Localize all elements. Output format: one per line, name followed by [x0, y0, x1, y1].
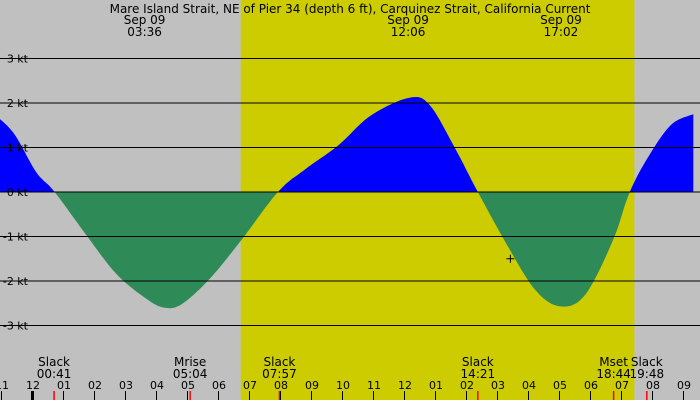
gridlines	[0, 58, 700, 326]
hour-tick-label: 11	[0, 379, 9, 392]
y-tick-label: -2 kt	[3, 275, 29, 288]
hour-tick-label: 06	[212, 379, 226, 392]
event-time-label: 19:48	[630, 367, 665, 381]
hour-tick-label: 07	[243, 379, 257, 392]
hour-tick-label: 09	[305, 379, 319, 392]
peak-date-label: Sep 09	[540, 13, 582, 27]
current-areas	[0, 97, 694, 309]
hour-tick-label: 09	[677, 379, 691, 392]
hour-tick-label: 01	[429, 379, 443, 392]
peak-time-label: 03:36	[127, 25, 162, 39]
peak-time-label: 17:02	[544, 25, 579, 39]
peak-date-label: Sep 09	[387, 13, 429, 27]
hour-tick-label: 03	[119, 379, 133, 392]
hour-tick-label: 07	[615, 379, 629, 392]
hour-tick-label: 12	[398, 379, 412, 392]
peak-date-label: Sep 09	[124, 13, 166, 27]
crosshair-cursor	[506, 254, 515, 263]
event-time-label: 05:04	[173, 367, 208, 381]
event-name-label: Mset	[599, 355, 628, 369]
y-tick-label: 3 kt	[7, 53, 29, 66]
event-time-label: 18:44	[596, 367, 631, 381]
hour-tick-label: 12	[26, 379, 40, 392]
flood-area-0	[0, 119, 55, 192]
flood-area-4	[629, 114, 694, 192]
event-name-label: Slack	[38, 355, 70, 369]
y-axis-ticks: 3 kt 2 kt 1 kt 0 kt -1 kt -2 kt -3 kt	[3, 53, 29, 333]
y-tick-label: 2 kt	[7, 97, 29, 110]
event-name-label: Slack	[462, 355, 494, 369]
hour-tick-label: 01	[57, 379, 71, 392]
event-time-label: 14:21	[461, 367, 496, 381]
hour-tick-label: 08	[646, 379, 660, 392]
ebb-area-1	[54, 192, 278, 309]
chart-title: Mare Island Strait, NE of Pier 34 (depth…	[110, 2, 591, 16]
hour-tick-label: 05	[553, 379, 567, 392]
hour-axis: 11 12 01 02 03 04 05 06 07 08 09 10 11 12 01 02 03 04 05 06…	[0, 379, 691, 400]
y-tick-label: 1 kt	[7, 142, 29, 155]
event-name-label: Mrise	[174, 355, 206, 369]
event-name-label: Slack	[631, 355, 663, 369]
hour-tick-label: 11	[367, 379, 381, 392]
event-time-label: 07:57	[262, 367, 297, 381]
hour-tick-label: 02	[88, 379, 102, 392]
hour-tick-label: 04	[150, 379, 164, 392]
hour-tick-label: 03	[491, 379, 505, 392]
hour-tick-label: 02	[460, 379, 474, 392]
hour-tick-label: 04	[522, 379, 536, 392]
peak-time-label: 12:06	[391, 25, 426, 39]
y-tick-label: -1 kt	[3, 231, 29, 244]
ebb-area-3	[477, 192, 630, 307]
event-labels: Slack00:41Mrise05:04Slack07:57Slack14:21…	[37, 355, 664, 400]
hour-tick-label: 05	[181, 379, 195, 392]
flood-area-2	[277, 97, 478, 192]
event-name-label: Slack	[264, 355, 296, 369]
hour-tick-label: 08	[274, 379, 288, 392]
event-time-label: 00:41	[37, 367, 72, 381]
hour-tick-label: 10	[336, 379, 350, 392]
hour-tick-label: 06	[584, 379, 598, 392]
y-tick-label: -3 kt	[3, 320, 29, 333]
y-tick-label: 0 kt	[7, 186, 29, 199]
